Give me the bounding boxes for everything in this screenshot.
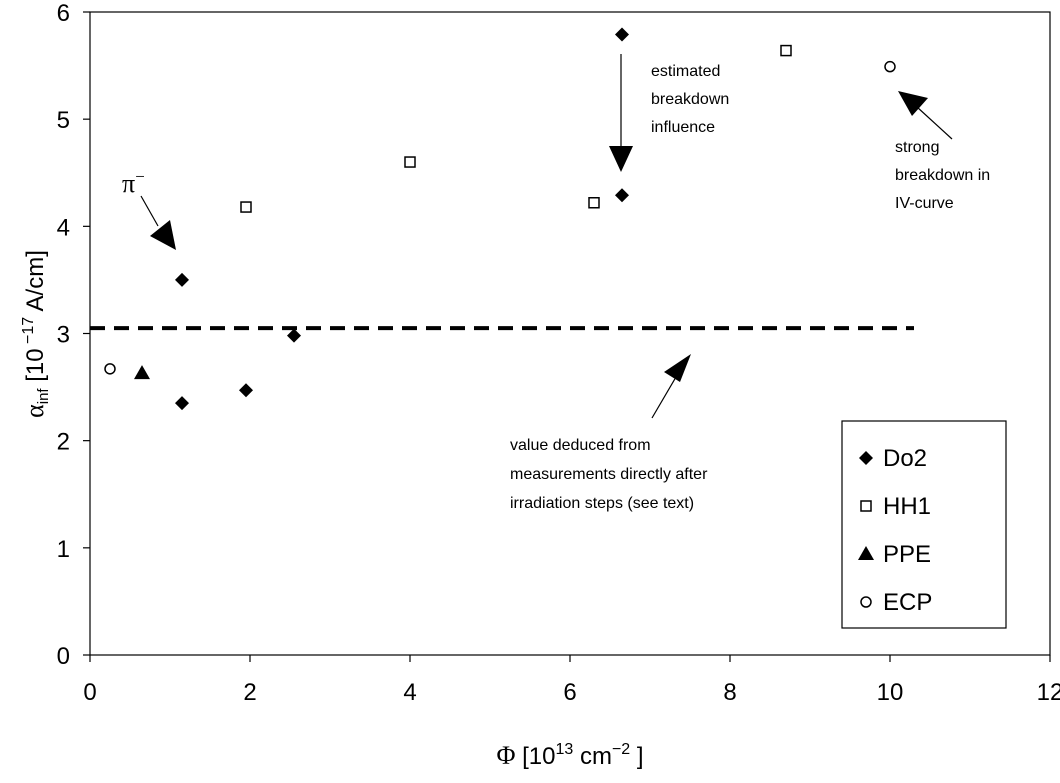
x-label-exp2: −2: [612, 741, 630, 758]
breakdown-arrow-head: [609, 146, 633, 172]
y-label-open: [10: [22, 348, 49, 388]
x-tick-label: 6: [563, 679, 576, 706]
strong-arrow-shaft: [916, 106, 953, 140]
y-label-sub: inf: [35, 388, 52, 405]
annotation-value-deduced: value deduced from measurements directly…: [510, 354, 708, 512]
legend-marker-ppe: [858, 546, 874, 560]
y-tick-label: 1: [57, 536, 70, 563]
value-arrow-shaft: [651, 376, 677, 419]
x-tick-label: 12: [1037, 679, 1060, 706]
legend-label-hh1: HH1: [883, 493, 931, 520]
x-label-open: [10: [515, 743, 555, 770]
x-tick-label: 0: [83, 679, 96, 706]
x-label-symbol: Φ: [496, 741, 515, 770]
legend-label-ecp: ECP: [883, 589, 932, 616]
y-label-unit: A/cm]: [22, 250, 49, 317]
do2-point: [175, 396, 189, 411]
x-axis-label: Φ [1013 cm−2 ]: [496, 741, 643, 770]
x-tick-label: 10: [877, 679, 904, 706]
legend-marker-do2: [859, 451, 873, 465]
value-line-1: value deduced from: [510, 437, 651, 454]
strong-line-3: IV-curve: [895, 195, 954, 212]
hh1-point: [240, 201, 252, 213]
annotation-pi-minus: π−: [122, 167, 176, 250]
do2-point: [175, 272, 189, 287]
pi-symbol: π: [122, 169, 135, 198]
legend-markers: [858, 451, 874, 608]
x-label-close: ]: [630, 743, 643, 770]
y-tick-label: 4: [57, 214, 70, 241]
y-label-symbol: α: [20, 404, 49, 418]
value-line-3: irradiation steps (see text): [510, 495, 694, 512]
ecp-point: [104, 363, 116, 375]
svg-text:αinf [10 −17 A/cm]: αinf [10 −17 A/cm]: [20, 250, 52, 418]
pi-arrow-head: [150, 220, 176, 250]
strong-arrow-head: [898, 91, 928, 116]
hh1-point: [780, 44, 792, 57]
annotation-breakdown: estimated breakdown influence: [609, 54, 729, 172]
y-tick-label: 6: [57, 0, 70, 27]
pi-arrow-shaft: [140, 195, 159, 227]
svg-text:π−: π−: [122, 167, 145, 198]
ecp-point: [884, 60, 896, 73]
do2-point: [287, 328, 301, 343]
value-line-2: measurements directly after: [510, 466, 708, 483]
do2-point: [615, 188, 629, 203]
breakdown-line-2: breakdown: [651, 91, 729, 108]
legend-marker-hh1: [860, 500, 872, 512]
x-tick-label: 4: [403, 679, 416, 706]
y-tick-label: 2: [57, 429, 70, 456]
x-tick-label: 2: [243, 679, 256, 706]
breakdown-line-1: estimated: [651, 63, 720, 80]
do2-point: [615, 27, 629, 42]
y-tick-label: 0: [57, 643, 70, 670]
y-label-exp: −17: [20, 317, 37, 349]
breakdown-line-3: influence: [651, 119, 715, 136]
y-tick-label: 3: [57, 322, 70, 349]
axis-ticks: [83, 11, 1051, 662]
y-axis-label: αinf [10 −17 A/cm]: [20, 250, 52, 418]
ppe-point: [134, 365, 150, 380]
legend-label-do2: Do2: [883, 445, 927, 472]
do2-point: [239, 383, 253, 398]
strong-line-2: breakdown in: [895, 167, 990, 184]
x-label-exp1: 13: [555, 741, 573, 758]
hh1-point: [588, 197, 600, 209]
data-points: [104, 27, 896, 411]
value-arrow-head: [664, 354, 691, 382]
legend-label-ppe: PPE: [883, 541, 931, 568]
legend: Do2 HH1 PPE ECP: [841, 420, 1007, 629]
hh1-point: [404, 156, 416, 168]
x-label-unit: cm: [573, 743, 612, 770]
x-tick-label: 8: [723, 679, 736, 706]
strong-line-1: strong: [895, 139, 939, 156]
y-tick-label: 5: [57, 107, 70, 134]
annotation-strong-breakdown: strong breakdown in IV-curve: [895, 91, 990, 212]
pi-minus-sup: −: [135, 167, 145, 186]
legend-marker-ecp: [860, 596, 872, 608]
